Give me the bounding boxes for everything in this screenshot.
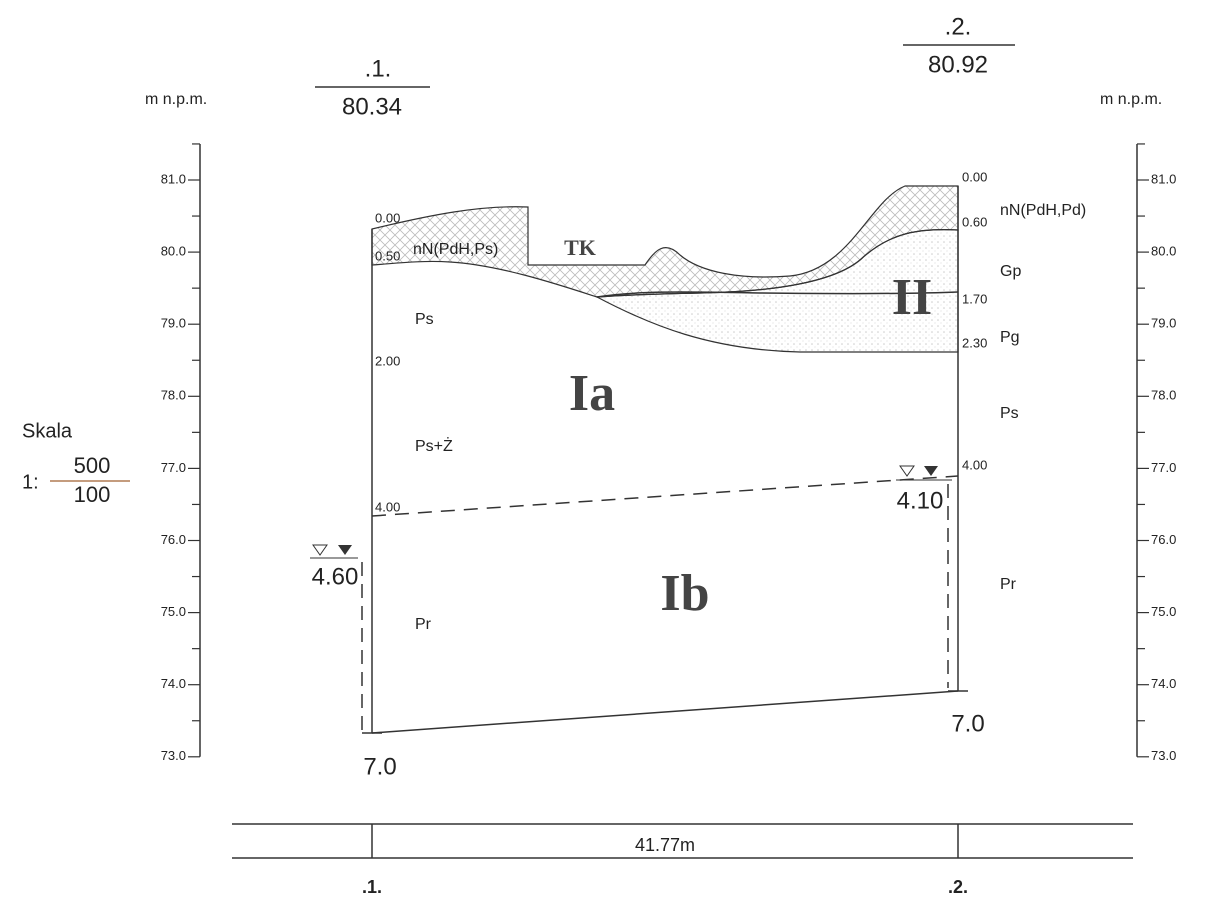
borehole-name: .1. [365,55,392,82]
soil-label: Ps [1000,405,1019,422]
water-level: 4.10 [897,487,944,514]
final-depth: 7.0 [363,753,396,780]
borehole-name: .2. [945,13,972,40]
water-symbol [310,544,363,730]
layer-boundary-dashed [371,475,959,517]
axis-tick-label: 77.0 [161,460,186,475]
axis-tick-label: 74.0 [1151,676,1176,691]
axis-tick-label: 79.0 [1151,316,1176,331]
right-unit: m n.p.m. [1100,91,1162,108]
soil-label: Pr [1000,576,1017,593]
layer-label: II [892,269,932,326]
scale-denominator: 100 [74,482,111,507]
bottom-line [371,690,959,734]
footer-label: .1. [362,877,382,897]
left-unit: m n.p.m. [145,91,207,108]
depth-label: 0.50 [375,248,400,263]
axis-tick-label: 80.0 [1151,244,1176,259]
final-depth: 7.0 [951,710,984,737]
water-level: 4.60 [312,563,359,590]
gravel-sand-layer [594,229,959,353]
depth-label: 0.00 [375,210,400,225]
axis-tick-label: 78.0 [161,388,186,403]
axis-tick-label: 77.0 [1151,460,1176,475]
distance: 41.77m [635,835,695,855]
depth-label: 0.00 [962,169,987,184]
layer-label: Ia [569,365,615,422]
axis-tick-label: 81.0 [161,171,186,186]
axis-tick-label: 78.0 [1151,388,1176,403]
depth-label: 1.70 [962,291,987,306]
axes: 81.0 80.0 79.0 78.0 77.0 76.0 75.0 74.0 73.0 81.0… [161,143,1176,763]
soil-label: Pg [1000,329,1020,346]
axis-tick-label: 76.0 [161,532,186,547]
layer-boundary [596,291,959,298]
soil-label: Ps [415,311,434,328]
axis-tick-label: 74.0 [161,676,186,691]
soil-label: Ps+Ż [415,436,453,455]
scale-numerator: 500 [74,453,111,478]
soil-label: Gp [1000,263,1021,280]
borehole-elevation: 80.34 [342,93,402,120]
soil-label: nN(PdH,Pd) [1000,202,1086,219]
layer-label: Ib [660,565,709,622]
soil-label: nN(PdH,Ps) [413,241,498,258]
depth-label: 2.00 [375,353,400,368]
axis-tick-label: 81.0 [1151,171,1176,186]
scale-prefix: 1: [22,471,39,493]
axis-tick-label: 75.0 [1151,604,1176,619]
layer-label: TK [564,235,596,260]
axis-tick-label: 73.0 [1151,748,1176,763]
depth-label: 0.60 [962,214,987,229]
axis-tick-label: 73.0 [161,748,186,763]
depth-label: 2.30 [962,335,987,350]
borehole-elevation: 80.92 [928,51,988,78]
footer-label: .2. [948,877,968,897]
scale-label: Skala [22,420,73,442]
axis-tick-label: 76.0 [1151,532,1176,547]
axis-tick-label: 79.0 [161,316,186,331]
depth-label: 4.00 [375,499,400,514]
soil-label: Pr [415,616,432,633]
water-symbol [896,465,952,688]
axis-tick-label: 80.0 [161,244,186,259]
depth-label: 4.00 [962,457,987,472]
axis-tick-label: 75.0 [161,604,186,619]
